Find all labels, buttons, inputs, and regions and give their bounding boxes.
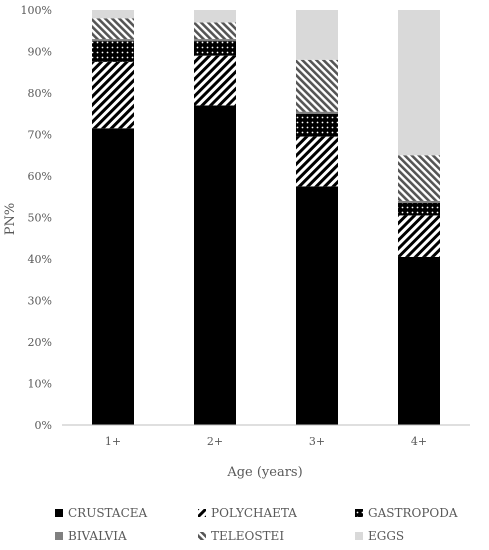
bar-segment-bivalvia-2 xyxy=(194,39,236,42)
x-axis-title: Age (years) xyxy=(226,465,302,480)
bar-segment-bivalvia-4 xyxy=(398,200,440,203)
bar-segment-eggs-4 xyxy=(398,10,440,156)
y-tick-label: 80% xyxy=(28,87,52,100)
bar-segment-teleostei-1 xyxy=(92,18,134,40)
y-tick-label: 40% xyxy=(28,253,52,266)
legend-swatch-eggs xyxy=(355,532,363,540)
legend-swatch-crustacea xyxy=(55,509,63,517)
bar-segment-gastropoda-4 xyxy=(398,202,440,216)
y-tick-label: 70% xyxy=(28,129,52,142)
bar-segment-polychaeta-1 xyxy=(92,61,134,129)
bar-segment-teleostei-2 xyxy=(194,22,236,40)
x-tick-label: 3+ xyxy=(309,435,325,448)
bar-segment-bivalvia-3 xyxy=(296,111,338,114)
y-tick-label: 20% xyxy=(28,336,52,349)
y-tick-label: 90% xyxy=(28,46,52,59)
bar-segment-eggs-3 xyxy=(296,10,338,60)
legend-swatch-polychaeta xyxy=(198,509,206,517)
bar-segment-gastropoda-1 xyxy=(92,41,134,62)
x-tick-label: 4+ xyxy=(411,435,427,448)
legend-label-teleostei: TELEOSTEI xyxy=(211,529,284,543)
bar-segment-gastropoda-3 xyxy=(296,113,338,137)
legend-swatch-gastropoda xyxy=(355,509,363,517)
legend-label-polychaeta: POLYCHAETA xyxy=(211,506,297,520)
legend-swatch-bivalvia xyxy=(55,532,63,540)
bar-segment-teleostei-3 xyxy=(296,59,338,112)
x-tick-label: 1+ xyxy=(105,435,121,448)
legend-label-eggs: EGGS xyxy=(368,529,404,543)
bar-segment-polychaeta-3 xyxy=(296,136,338,187)
y-tick-label: 50% xyxy=(28,212,52,225)
legend-label-gastropoda: GASTROPODA xyxy=(368,506,458,520)
y-tick-label: 0% xyxy=(35,419,52,432)
bar-segment-eggs-2 xyxy=(194,10,236,23)
x-tick-label: 2+ xyxy=(207,435,223,448)
y-axis-tick-labels: 0% 10% 20% 30% 40% 50% 60% 70% 80% 90% 100% xyxy=(21,4,52,432)
y-tick-label: 100% xyxy=(21,4,52,17)
y-tick-label: 10% xyxy=(28,378,52,391)
bar-segment-crustacea-1 xyxy=(92,128,134,425)
bar-segment-gastropoda-2 xyxy=(194,41,236,56)
bar-segment-bivalvia-1 xyxy=(92,39,134,42)
legend-label-crustacea: CRUSTACEA xyxy=(68,506,148,520)
bar-segment-crustacea-3 xyxy=(296,186,338,425)
legend-swatch-teleostei xyxy=(198,532,206,540)
y-axis-title: PN% xyxy=(3,203,18,235)
legend: CRUSTACEA POLYCHAETA GASTROPODA BIVALVIA TEL… xyxy=(55,506,458,543)
y-tick-label: 60% xyxy=(28,170,52,183)
legend-label-bivalvia: BIVALVIA xyxy=(68,529,127,543)
x-axis-tick-labels: 1+ 2+ 3+ 4+ xyxy=(105,435,427,448)
bar-segment-polychaeta-2 xyxy=(194,55,236,106)
bars-group xyxy=(92,10,440,425)
y-tick-label: 30% xyxy=(28,295,52,308)
bar-segment-polychaeta-4 xyxy=(398,215,440,257)
bar-segment-crustacea-4 xyxy=(398,256,440,425)
bar-segment-teleostei-4 xyxy=(398,155,440,201)
bar-segment-crustacea-2 xyxy=(194,105,236,425)
bar-segment-eggs-1 xyxy=(92,10,134,19)
